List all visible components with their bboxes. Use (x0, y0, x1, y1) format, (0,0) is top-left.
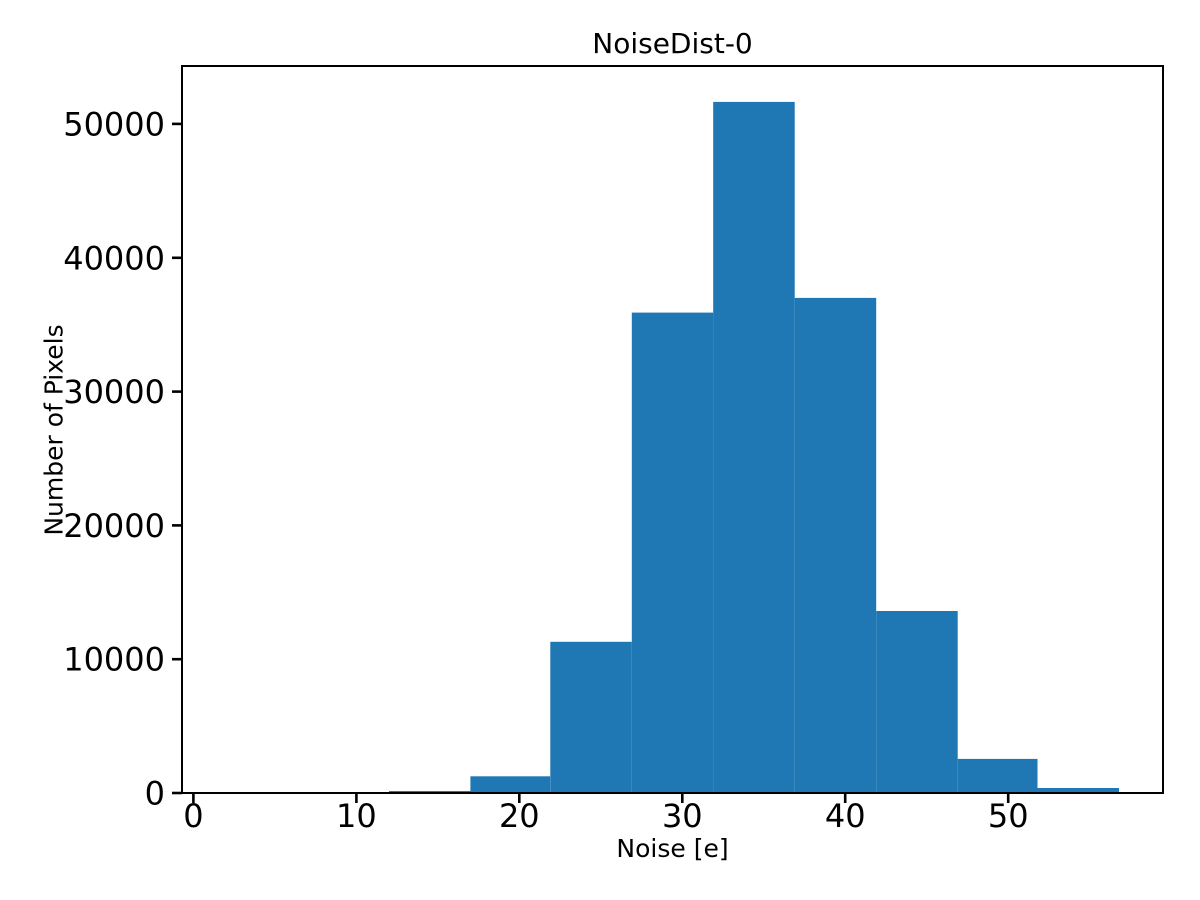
y-tick-label: 40000 (63, 239, 165, 277)
histogram-bar (957, 758, 1038, 793)
histogram-bar (550, 641, 632, 793)
y-tick-label: 10000 (63, 641, 165, 679)
x-tick-label: 20 (499, 797, 540, 835)
x-axis-label: Noise [e] (616, 834, 729, 863)
histogram-bar (470, 776, 551, 793)
x-tick-label: 30 (662, 797, 703, 835)
histogram-bar (713, 101, 795, 793)
y-tick-label: 0 (145, 775, 165, 813)
y-tick-label: 50000 (63, 105, 165, 143)
plot-spines (181, 65, 1164, 794)
x-tick-label: 0 (183, 797, 203, 835)
histogram-bar (1037, 788, 1119, 793)
x-tick-label: 40 (825, 797, 866, 835)
x-tick-label: 10 (336, 797, 377, 835)
histogram-bar (794, 297, 877, 793)
x-tick-label: 50 (988, 797, 1029, 835)
y-tick-label: 20000 (63, 507, 165, 545)
chart-title: NoiseDist-0 (592, 27, 753, 60)
histogram-bar (631, 312, 714, 793)
histogram-bar (876, 611, 958, 793)
y-tick-label: 30000 (63, 373, 165, 411)
